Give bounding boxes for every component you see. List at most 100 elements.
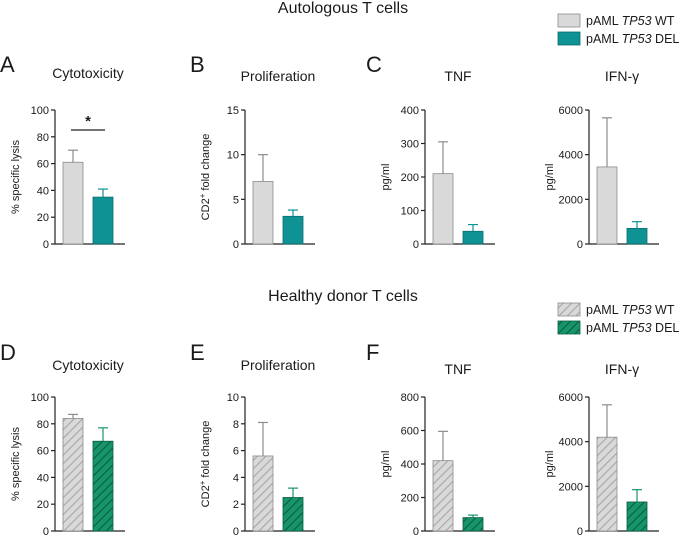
bar-del <box>282 497 304 532</box>
bar-wt <box>62 161 84 245</box>
y-axis-label: pg/ml <box>544 451 556 478</box>
y-axis-label: pg/ml <box>380 164 392 191</box>
y-tick-label: 100 <box>401 206 419 218</box>
panel-letter: E <box>190 340 205 365</box>
legend-label: pAML TP53 WT <box>586 14 675 28</box>
bar-del <box>92 196 114 245</box>
panel-letter: B <box>190 52 205 77</box>
bar-del <box>282 215 304 245</box>
y-tick-label: 4000 <box>559 437 583 449</box>
bar-del <box>92 440 114 532</box>
y-tick-label: 6000 <box>559 392 583 404</box>
y-tick-label: 6 <box>233 446 239 458</box>
panel-letter: D <box>0 340 16 365</box>
chart-panel-2: B Proliferation 0 5 10 15 CD2+ fold change <box>190 52 315 251</box>
y-tick-label: 40 <box>37 185 49 197</box>
y-tick-label: 10 <box>227 150 239 162</box>
panel-letter: A <box>0 52 15 77</box>
bar-del <box>462 517 484 532</box>
y-tick-label: 800 <box>401 392 419 404</box>
y-tick-label: 8 <box>233 419 239 431</box>
chart-panel-8: IFN-γ 0 2000 4000 6000 pg/ml <box>544 361 659 536</box>
bar-wt <box>432 173 454 245</box>
panel-title: IFN-γ <box>605 361 639 377</box>
y-axis-label: pg/ml <box>544 164 556 191</box>
y-tick-label: 600 <box>401 426 419 438</box>
y-tick-label: 0 <box>43 239 49 251</box>
panel-title: TNF <box>444 361 471 377</box>
panel-title: IFN-γ <box>605 68 639 84</box>
significance-star: * <box>85 113 91 130</box>
y-tick-label: 4 <box>233 472 239 484</box>
legend-autologous: pAML TP53 WT pAML TP53 DEL <box>557 13 679 46</box>
y-axis-label: pg/ml <box>380 451 392 478</box>
chart-panel-4: IFN-γ 0 2000 4000 6000 pg/ml <box>544 68 659 251</box>
legend-label: pAML TP53 WT <box>586 303 675 317</box>
y-tick-label: 15 <box>227 105 239 117</box>
panel-title: Proliferation <box>241 357 316 373</box>
legend-healthy-donor: pAML TP53 WT pAML TP53 DEL <box>557 302 679 335</box>
y-tick-label: 0 <box>577 526 583 536</box>
panel-title: Cytotoxicity <box>52 65 124 81</box>
bar-wt <box>62 418 84 532</box>
y-tick-label: 100 <box>31 105 49 117</box>
chart-panel-7: F TNF 0 200 400 600 800 pg/ml <box>366 340 495 536</box>
bar-wt <box>252 181 274 245</box>
legend-label: pAML TP53 DEL <box>586 321 679 335</box>
y-tick-label: 10 <box>227 392 239 404</box>
panel-title: Cytotoxicity <box>52 357 124 373</box>
y-tick-label: 400 <box>401 105 419 117</box>
panel-title: TNF <box>444 68 471 84</box>
legend-swatch <box>557 13 581 28</box>
y-tick-label: 80 <box>37 132 49 144</box>
y-axis-label: CD2+ fold change <box>198 134 213 221</box>
chart-panel-3: C TNF 0 100 200 300 400 pg/ml <box>366 52 495 251</box>
y-tick-label: 6000 <box>559 105 583 117</box>
y-tick-label: 300 <box>401 139 419 151</box>
chart-panel-6: E Proliferation 0 2 4 6 8 10 CD2+ fold change <box>190 340 315 536</box>
y-tick-label: 20 <box>37 499 49 511</box>
legend-label: pAML TP53 DEL <box>586 32 679 46</box>
y-tick-label: 60 <box>37 159 49 171</box>
bar-wt <box>596 436 618 532</box>
legend-swatch <box>557 31 581 46</box>
y-tick-label: 5 <box>233 194 239 206</box>
bar-del <box>626 227 648 245</box>
chart-panel-5: D Cytotoxicity 0 20 40 60 80 100 % specific lysi… <box>0 340 125 536</box>
y-tick-label: 40 <box>37 472 49 484</box>
panel-title: Proliferation <box>241 68 316 84</box>
chart-panel-1: A Cytotoxicity 0 20 40 60 80 100 % specific lysi… <box>0 52 125 251</box>
legend-swatch <box>557 320 581 335</box>
section-title-autologous: Autologous T cells <box>278 0 408 17</box>
section-title-healthy-donor: Healthy donor T cells <box>268 288 418 305</box>
y-tick-label: 0 <box>233 239 239 251</box>
y-tick-label: 0 <box>43 526 49 536</box>
y-tick-label: 0 <box>413 239 419 251</box>
y-tick-label: 0 <box>413 526 419 536</box>
legend-swatch <box>557 302 581 317</box>
y-tick-label: 100 <box>31 392 49 404</box>
y-tick-label: 0 <box>577 239 583 251</box>
y-tick-label: 200 <box>401 493 419 505</box>
bar-wt <box>596 166 618 245</box>
y-tick-label: 0 <box>233 526 239 536</box>
y-axis-label: % specific lysis <box>10 140 22 214</box>
y-axis-label: % specific lysis <box>10 427 22 501</box>
y-axis-label: CD2+ fold change <box>198 421 213 508</box>
y-tick-label: 200 <box>401 172 419 184</box>
panel-letter: C <box>366 52 382 77</box>
y-tick-label: 2000 <box>559 481 583 493</box>
y-tick-label: 4000 <box>559 150 583 162</box>
y-tick-label: 60 <box>37 446 49 458</box>
y-tick-label: 20 <box>37 212 49 224</box>
y-tick-label: 2000 <box>559 194 583 206</box>
bar-wt <box>432 460 454 532</box>
y-tick-label: 80 <box>37 419 49 431</box>
panel-letter: F <box>366 340 379 365</box>
bar-del <box>626 501 648 532</box>
y-tick-label: 400 <box>401 459 419 471</box>
bar-wt <box>252 455 274 532</box>
bar-del <box>462 230 484 245</box>
